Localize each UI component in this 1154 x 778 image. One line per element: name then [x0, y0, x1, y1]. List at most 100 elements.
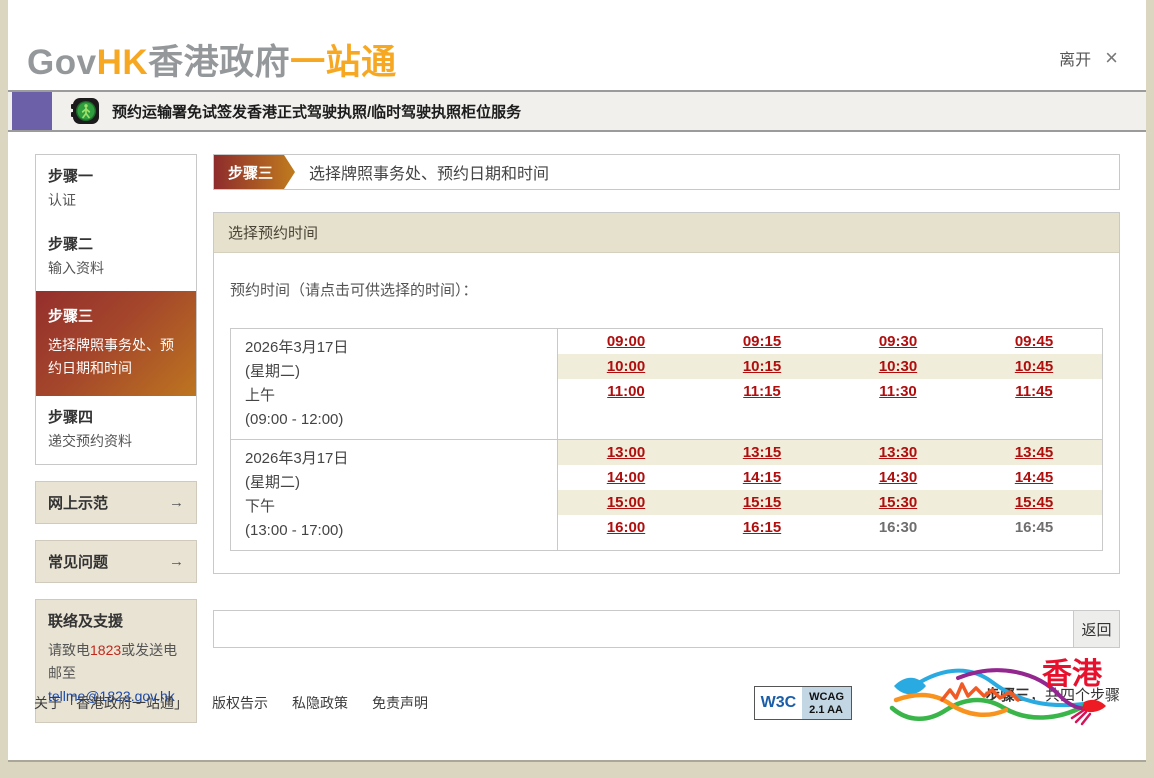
timeslot-1530-link[interactable]: 15:30 — [878, 493, 918, 511]
timeslot-0900-link[interactable]: 09:00 — [606, 332, 646, 350]
sidebar-step-2[interactable]: 步骤二 输入资料 — [36, 223, 196, 291]
contact-text-after: 或发送电邮至 — [48, 642, 178, 681]
timeslot-1045-link[interactable]: 10:45 — [1014, 357, 1054, 375]
timeslot-1115-link[interactable]: 11:15 — [743, 382, 781, 400]
time-cell: 15:00 — [558, 494, 694, 512]
slot-date-info: 2026年3月17日 (星期二) 下午 (13:00 - 17:00) — [231, 440, 558, 550]
timeslot-1445-link[interactable]: 14:45 — [1014, 468, 1054, 486]
time-cell: 09:15 — [694, 333, 830, 351]
slot-info-line: (星期二) — [245, 474, 300, 491]
footer-link-3[interactable]: 私隐政策 — [292, 695, 348, 711]
section-body: 预约时间（请点击可供选择的时间）： 2026年3月17日 (星期二) 上午 (09:0… — [214, 253, 1119, 573]
instruction-text: 预约时间（请点击可供选择的时间）： — [230, 282, 478, 299]
leave-label[interactable]: 离开 — [1059, 52, 1092, 69]
step-header-bar: 步骤三 选择牌照事务处、预约日期和时间 — [213, 154, 1120, 190]
timeslot-1515-link[interactable]: 15:15 — [742, 493, 782, 511]
w3c-label: W3C — [754, 687, 803, 719]
time-cell: 11:30 — [830, 383, 966, 401]
footer-link-4[interactable]: 免责声明 — [372, 695, 428, 711]
time-cell: 11:15 — [694, 383, 830, 401]
sidebar-step-1[interactable]: 步骤一 认证 — [36, 155, 196, 223]
timeslot-0915-link[interactable]: 09:15 — [742, 332, 782, 350]
sidebar: 步骤一 认证 步骤二 输入资料 步骤三 选择牌照事务处、预约日期和时间 步骤四 递交预约资料 … — [35, 154, 197, 723]
timeslot-0930-link[interactable]: 09:30 — [878, 332, 918, 350]
time-cell: 11:00 — [558, 383, 694, 401]
timeslot-1300-link[interactable]: 13:00 — [606, 443, 646, 461]
step-name: 步骤一 — [48, 168, 94, 185]
contact-title: 联络及支援 — [48, 613, 124, 630]
sidebar-link-faq[interactable]: 常见问题 → — [35, 540, 197, 583]
logo-cn-orange: 一站通 — [290, 43, 397, 82]
slot-times: 13:00 13:15 13:30 13:45 14:00 14:15 14:30 14:45… — [558, 440, 1102, 550]
timeslot-1400-link[interactable]: 14:00 — [606, 468, 646, 486]
timeslot-1415-link[interactable]: 14:15 — [742, 468, 782, 486]
time-cell: 11:45 — [966, 383, 1102, 401]
contact-body: 请致电1823或发送电邮至 tellme@1823.gov.hk — [48, 639, 184, 708]
sidebar-step-3[interactable]: 步骤三 选择牌照事务处、预约日期和时间 — [36, 291, 196, 396]
wcag-line1: WCAG — [809, 691, 844, 703]
main-panel: 步骤三 选择牌照事务处、预约日期和时间 选择预约时间 预约时间（请点击可供选择的… — [213, 154, 1120, 723]
slot-info-line: 下午 — [245, 498, 276, 515]
timeslot-1145-link[interactable]: 11:45 — [1015, 382, 1053, 400]
wcag-level: WCAG 2.1 AA — [802, 687, 851, 719]
page-card: GovHK香港政府一站通 离开 × 预约运输署免试签发香港正式驾驶执照/临时驾驶… — [8, 0, 1146, 762]
timeslot-1545-link[interactable]: 15:45 — [1014, 493, 1054, 511]
header: GovHK香港政府一站通 离开 × — [8, 0, 1146, 90]
timeslot-1100-link[interactable]: 11:00 — [607, 382, 645, 400]
step-description: 输入资料 — [48, 260, 104, 276]
slot-info-line: 2026年3月17日 — [245, 339, 349, 356]
footer-link-1[interactable]: 关于「香港政府一站通」 — [34, 695, 188, 711]
step-badge: 步骤三 — [214, 155, 295, 189]
time-cell: 10:15 — [694, 358, 830, 376]
contact-email-link[interactable]: tellme@1823.gov.hk — [48, 688, 175, 704]
timeslot-1315-link[interactable]: 13:15 — [742, 443, 782, 461]
timeslot-1645-disabled: 16:45 — [1014, 518, 1054, 536]
time-cell: 13:45 — [966, 444, 1102, 462]
timeslot-1615-link[interactable]: 16:15 — [742, 518, 782, 536]
slot-info-line: 2026年3月17日 — [245, 450, 349, 467]
arrow-right-icon: → — [169, 553, 184, 570]
timeslot-1330-link[interactable]: 13:30 — [878, 443, 918, 461]
time-row: 09:00 09:15 09:30 09:45 — [558, 329, 1102, 354]
time-cell: 14:15 — [694, 469, 830, 487]
sidebar-step-4[interactable]: 步骤四 递交预约资料 — [36, 396, 196, 464]
timeslot-1130-link[interactable]: 11:30 — [879, 382, 917, 400]
wcag-line2: 2.1 AA — [809, 704, 843, 716]
contact-phone: 1823 — [90, 642, 122, 658]
timeslot-1030-link[interactable]: 10:30 — [878, 357, 918, 375]
timeslot-1500-link[interactable]: 15:00 — [606, 493, 646, 511]
contact-text-before: 请致电 — [48, 642, 90, 658]
slot-block: 2026年3月17日 (星期二) 下午 (13:00 - 17:00) 13:00 13:… — [231, 440, 1102, 550]
back-button[interactable]: 返回 — [1073, 611, 1119, 647]
purple-block — [12, 92, 52, 130]
timeslot-1600-link[interactable]: 16:00 — [606, 518, 646, 536]
timeslot-1430-link[interactable]: 14:30 — [878, 468, 918, 486]
traffic-light-icon — [71, 98, 99, 124]
time-cell: 16:15 — [694, 519, 830, 537]
time-cell: 09:45 — [966, 333, 1102, 351]
timeslot-1345-link[interactable]: 13:45 — [1014, 443, 1054, 461]
action-bar: 返回 — [213, 610, 1120, 648]
sidebar-links: 网上示范 → 常见问题 → — [35, 481, 197, 583]
slot-info-line: 上午 — [245, 387, 276, 404]
timeslot-1015-link[interactable]: 10:15 — [742, 357, 782, 375]
sidebar-link-label: 网上示范 — [48, 495, 109, 512]
logo-gov: Gov — [27, 43, 97, 82]
time-cell: 14:45 — [966, 469, 1102, 487]
wcag-badge[interactable]: W3C WCAG 2.1 AA — [753, 686, 852, 720]
slot-date-info: 2026年3月17日 (星期二) 上午 (09:00 - 12:00) — [231, 329, 558, 439]
banner-title: 预约运输署免试签发香港正式驾驶执照/临时驾驶执照柜位服务 — [112, 103, 522, 121]
step-name: 步骤三 — [48, 308, 94, 325]
arrow-right-icon: → — [169, 494, 184, 511]
footer-link-2[interactable]: 版权告示 — [212, 695, 268, 711]
time-cell: 10:00 — [558, 358, 694, 376]
slot-block: 2026年3月17日 (星期二) 上午 (09:00 - 12:00) 09:00 09:… — [231, 329, 1102, 440]
govhk-logo: GovHK香港政府一站通 — [27, 34, 397, 85]
close-icon[interactable]: × — [1105, 45, 1118, 70]
sidebar-link-demo[interactable]: 网上示范 → — [35, 481, 197, 524]
timeslot-1000-link[interactable]: 10:00 — [606, 357, 646, 375]
time-cell: 10:45 — [966, 358, 1102, 376]
leave-control[interactable]: 离开 × — [1059, 46, 1118, 70]
timeslot-0945-link[interactable]: 09:45 — [1014, 332, 1054, 350]
sidebar-steps: 步骤一 认证 步骤二 输入资料 步骤三 选择牌照事务处、预约日期和时间 步骤四 递交预约资料 — [35, 154, 197, 465]
